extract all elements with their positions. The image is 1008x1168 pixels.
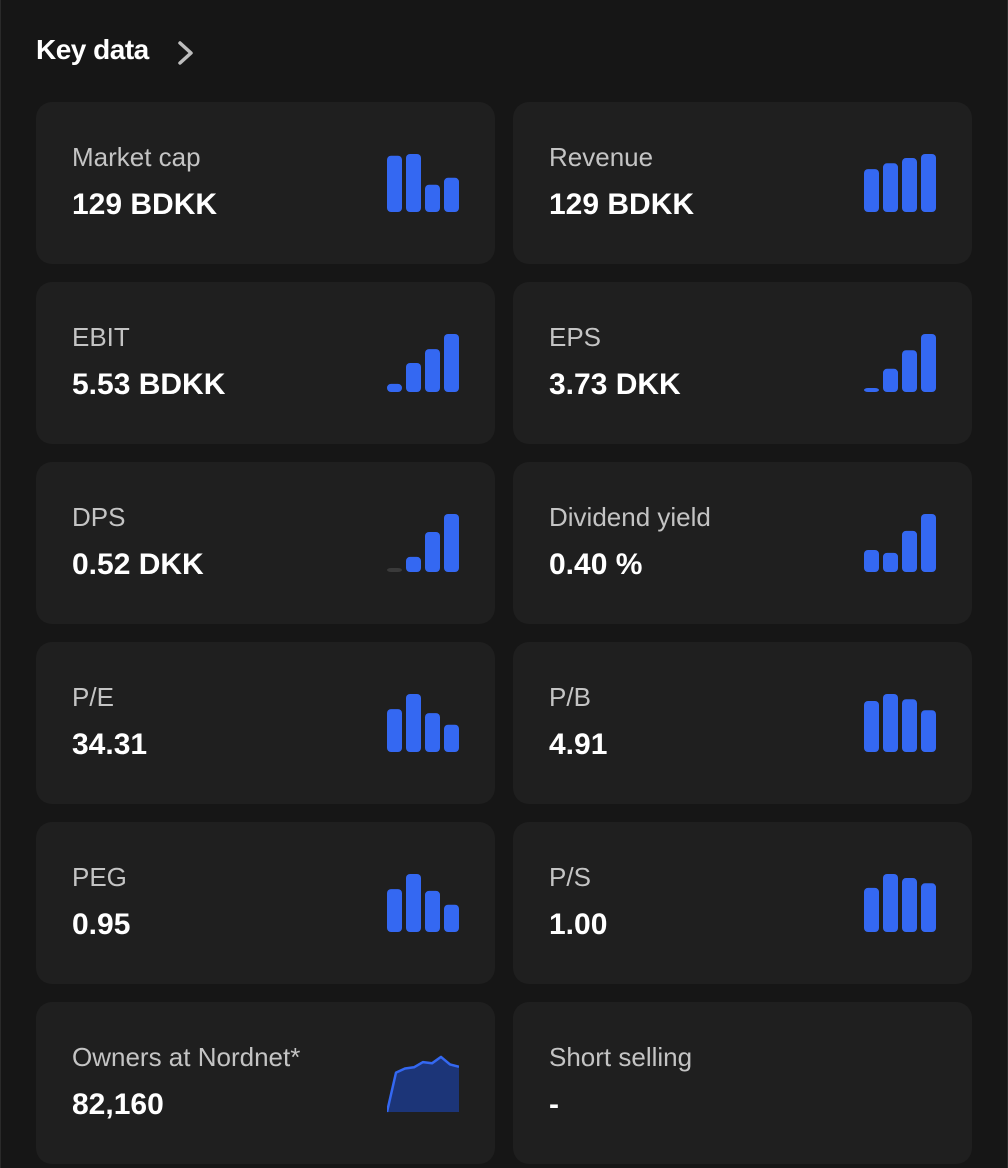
spark-bar: [883, 163, 898, 212]
metric-card[interactable]: P/E 34.31: [36, 642, 495, 804]
metric-card[interactable]: Market cap 129 BDKK: [36, 102, 495, 264]
metric-label: P/B: [549, 682, 591, 712]
metric-card[interactable]: EPS 3.73 DKK: [513, 282, 972, 444]
spark-bar: [425, 531, 440, 572]
spark-bar: [883, 552, 898, 572]
spark-bar: [387, 155, 402, 212]
metric-value: 0.52 DKK: [72, 548, 204, 581]
spark-bar: [387, 568, 402, 572]
metric-label: PEG: [72, 862, 127, 892]
metric-value: 1.00: [549, 908, 608, 941]
sparkline: [864, 694, 936, 752]
metric-value: 4.91: [549, 728, 608, 761]
spark-bar: [902, 878, 917, 932]
metric-label: Short selling: [549, 1042, 693, 1072]
spark-bar: [406, 694, 421, 752]
sparkline: [864, 334, 936, 392]
metric-label: EPS: [549, 322, 602, 352]
metric-value: 5.53 BDKK: [72, 368, 226, 401]
sparkline: [387, 694, 459, 752]
spark-bar: [406, 363, 421, 392]
metric-card[interactable]: Short selling -: [513, 1002, 972, 1164]
spark-bar: [425, 890, 440, 932]
spark-bar: [444, 904, 459, 932]
metric-card[interactable]: P/B 4.91: [513, 642, 972, 804]
spark-bar: [425, 184, 440, 212]
spark-bar: [387, 383, 402, 392]
sparkline: [864, 874, 936, 932]
sparkline: [864, 154, 936, 212]
spark-bar: [864, 700, 879, 752]
metric-card[interactable]: Dividend yield 0.40 %: [513, 462, 972, 624]
sparkline: [387, 154, 459, 212]
sparkline: [387, 874, 459, 932]
spark-bar: [864, 388, 879, 392]
spark-bar: [883, 694, 898, 752]
spark-bar: [902, 350, 917, 392]
spark-bar: [921, 710, 936, 752]
spark-bar: [883, 368, 898, 392]
metric-label: Market cap: [72, 142, 201, 172]
spark-bar: [902, 699, 917, 752]
metric-label: Revenue: [549, 142, 654, 172]
spark-bar: [902, 530, 917, 572]
spark-bar: [406, 874, 421, 932]
spark-bar: [864, 169, 879, 212]
metric-label: P/S: [549, 862, 591, 892]
spark-bar: [444, 177, 459, 212]
spark-bar: [864, 887, 879, 932]
spark-bar: [444, 514, 459, 572]
metric-value: 3.73 DKK: [549, 368, 681, 401]
metric-label: Owners at Nordnet*: [72, 1042, 301, 1072]
spark-bar: [921, 883, 936, 932]
metric-value: 34.31: [72, 728, 148, 761]
metric-card[interactable]: EBIT 5.53 BDKK: [36, 282, 495, 444]
spark-bar: [921, 334, 936, 392]
metric-card[interactable]: PEG 0.95: [36, 822, 495, 984]
spark-bar: [444, 724, 459, 752]
metric-card[interactable]: DPS 0.52 DKK: [36, 462, 495, 624]
metric-value: 0.95: [72, 908, 131, 941]
spark-bar: [425, 349, 440, 392]
chevron-icon[interactable]: [176, 40, 196, 66]
spark-line: [387, 1055, 459, 1113]
spark-bar: [921, 154, 936, 212]
metric-value: 82,160: [72, 1088, 164, 1121]
spark-bar: [387, 889, 402, 932]
spark-bar: [883, 874, 898, 932]
metric-value: 129 BDKK: [549, 188, 695, 221]
metric-card[interactable]: P/S 1.00: [513, 822, 972, 984]
sparkline: [387, 1055, 459, 1113]
metric-label: P/E: [72, 682, 114, 712]
spark-area: [387, 1056, 459, 1112]
spark-bar: [444, 334, 459, 392]
spark-bar: [864, 549, 879, 572]
metric-label: Dividend yield: [549, 502, 711, 532]
spark-bar: [406, 556, 421, 572]
metric-label: EBIT: [72, 322, 130, 352]
spark-bar: [425, 713, 440, 752]
spark-bar: [387, 709, 402, 752]
spark-bar: [921, 514, 936, 572]
spark-bar: [902, 158, 917, 212]
sparkline: [387, 334, 459, 392]
metric-value: -: [549, 1088, 559, 1121]
metric-label: DPS: [72, 502, 126, 532]
section-title[interactable]: Key data: [36, 34, 149, 65]
metric-card[interactable]: Revenue 129 BDKK: [513, 102, 972, 264]
metric-card[interactable]: Owners at Nordnet* 82,160: [36, 1002, 495, 1164]
sparkline: [864, 514, 936, 572]
spark-bar: [406, 154, 421, 212]
metric-value: 0.40 %: [549, 548, 643, 581]
sparkline: [387, 514, 459, 572]
metric-value: 129 BDKK: [72, 188, 218, 221]
